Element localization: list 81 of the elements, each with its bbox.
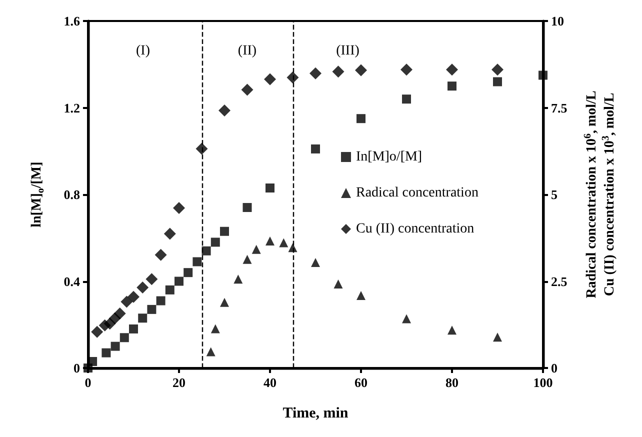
point: [128, 290, 140, 303]
annotation: (I): [136, 44, 150, 58]
point: [234, 274, 243, 284]
point: [492, 64, 504, 76]
x-axis-title: Time, min: [282, 406, 349, 422]
point: [154, 248, 167, 261]
point: [206, 347, 216, 356]
point: [400, 64, 412, 76]
y-tick-label: 0: [74, 360, 80, 376]
point: [448, 82, 456, 91]
point: [110, 342, 120, 351]
y-axis-title: ln[M]o/[M]: [30, 162, 46, 228]
point: [402, 94, 411, 104]
point: [192, 257, 202, 266]
point: [332, 66, 344, 78]
point: [242, 203, 252, 212]
x-tick-label: 60: [354, 375, 368, 390]
point: [210, 238, 220, 247]
legend-label: Radical concentration: [356, 186, 478, 200]
point: [184, 268, 193, 278]
point: [448, 326, 456, 335]
y2-tick-label: 5: [551, 187, 558, 202]
point: [173, 202, 185, 214]
point: [264, 73, 276, 86]
point: [220, 226, 229, 236]
annotation: (III): [336, 44, 360, 58]
point: [120, 333, 129, 342]
point: [196, 142, 208, 155]
point: [279, 238, 288, 248]
point: [252, 244, 261, 254]
point: [220, 298, 229, 307]
point: [241, 84, 254, 96]
point: [334, 280, 343, 289]
y2-tick-label: 10: [551, 14, 564, 28]
point: [493, 77, 502, 86]
point: [164, 228, 176, 240]
point: [311, 258, 320, 268]
legend-label: In[M]o/[M]: [356, 150, 422, 164]
annotation: (II): [238, 44, 257, 58]
point: [210, 324, 220, 334]
point: [120, 296, 133, 308]
point: [129, 324, 138, 334]
point: [174, 276, 184, 286]
y-tick-label: 0.8: [64, 187, 80, 202]
y2-tick-label: 7.5: [551, 100, 568, 116]
point: [165, 285, 174, 294]
point: [114, 308, 126, 320]
point: [310, 67, 322, 80]
point: [138, 314, 148, 323]
point: [402, 314, 411, 324]
point: [266, 183, 274, 192]
x-tick-label: 20: [172, 375, 186, 390]
point: [91, 326, 104, 338]
legend-label: Cu (II) concentration: [356, 222, 474, 236]
point: [311, 144, 320, 154]
point: [356, 290, 366, 300]
y-tick-label: 1.2: [64, 100, 80, 116]
point: [286, 72, 299, 84]
y2-tick-label: 0: [551, 360, 558, 376]
point: [266, 236, 274, 246]
point: [147, 304, 156, 314]
point: [218, 104, 230, 117]
point: [538, 70, 548, 80]
y2-axis-title: Radical concentration x 106, mol/L Cu (II) concentration x 103, mol/L: [582, 90, 618, 298]
x-tick-label: 80: [446, 375, 458, 390]
point: [493, 332, 502, 342]
y-tick-label: 1.6: [64, 14, 80, 28]
point: [446, 64, 458, 76]
point: [136, 281, 149, 294]
point: [156, 296, 166, 306]
point: [355, 64, 367, 76]
x-tick-label: 100: [533, 375, 553, 390]
point: [146, 273, 158, 286]
x-tick-label: 40: [264, 375, 276, 390]
x-tick-label: 0: [84, 375, 92, 390]
point: [202, 246, 211, 256]
point: [242, 254, 252, 264]
point: [356, 114, 366, 124]
y2-tick-label: 2.5: [551, 274, 568, 289]
y-tick-label: 0.4: [64, 274, 80, 289]
point: [102, 348, 111, 358]
